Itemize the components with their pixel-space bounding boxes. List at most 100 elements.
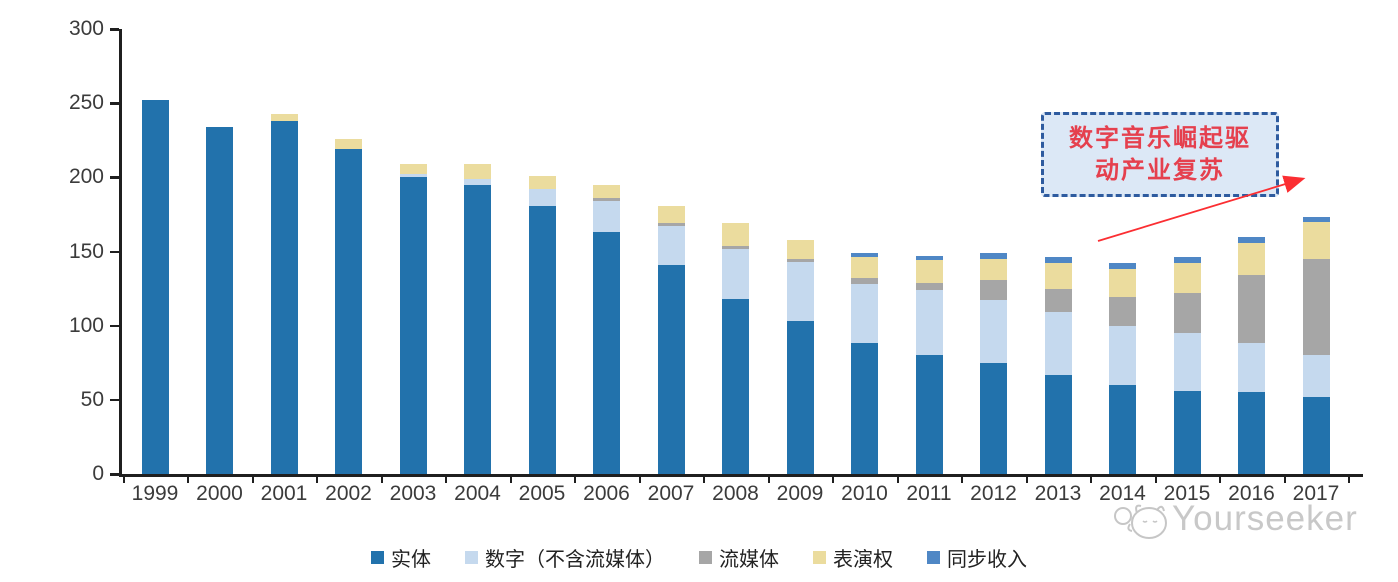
legend-swatch-icon — [813, 551, 826, 564]
bar-segment — [1173, 333, 1201, 391]
legend: 实体 数字（不含流媒体） 流媒体 表演权 同步收入 — [0, 543, 1398, 572]
bar-segment — [593, 232, 620, 474]
bar-segment — [980, 362, 1007, 474]
bar-segment — [1173, 390, 1201, 474]
x-axis-label: 2015 — [1163, 482, 1211, 505]
x-axis-tick — [574, 474, 577, 483]
x-axis-tick — [445, 474, 448, 483]
bar-segment — [1173, 293, 1201, 334]
legend-item: 实体 — [371, 543, 431, 572]
legend-item: 同步收入 — [927, 543, 1027, 572]
y-axis-tick — [110, 473, 119, 476]
bar-segment — [722, 223, 749, 246]
bar-segment — [399, 177, 427, 474]
legend-swatch-icon — [927, 551, 940, 564]
bar-segment — [593, 184, 620, 199]
bar-segment — [1109, 297, 1136, 326]
legend-swatch-icon — [371, 551, 384, 564]
bar-segment — [1173, 263, 1201, 294]
x-axis-label: 2017 — [1292, 482, 1340, 505]
x-axis-label: 2002 — [325, 482, 372, 505]
x-axis-tick — [316, 474, 319, 483]
bar-segment — [1109, 263, 1136, 270]
x-axis-label: 2009 — [776, 482, 824, 505]
x-axis-label: 2001 — [260, 482, 308, 505]
bar-segment — [915, 290, 943, 356]
legend-label: 数字（不含流媒体） — [485, 549, 665, 571]
x-axis-tick — [1025, 474, 1028, 483]
bar-segment — [1302, 217, 1330, 222]
bar-segment — [1302, 396, 1330, 474]
x-axis-tick — [187, 474, 190, 483]
bar-segment — [1044, 374, 1072, 474]
bar-segment — [1238, 275, 1265, 344]
bar-segment — [915, 355, 943, 474]
x-axis-label: 2016 — [1228, 482, 1275, 505]
bar-segment — [335, 138, 362, 150]
bar-segment — [399, 174, 427, 178]
y-axis-label: 50 — [80, 387, 104, 411]
bar-segment — [722, 248, 749, 299]
bar-segment — [464, 178, 491, 185]
bar-segment — [528, 189, 556, 206]
x-axis-label: 2013 — [1034, 482, 1082, 505]
bar-segment — [851, 278, 878, 285]
y-axis-label: 0 — [92, 462, 104, 485]
x-axis-tick — [122, 474, 125, 483]
yourseeker-logo-icon — [1114, 504, 1167, 539]
x-axis-tick — [251, 474, 254, 483]
watermark: Yourseeker — [1110, 496, 1358, 542]
bar-segment — [1302, 355, 1330, 397]
bar-segment — [1302, 258, 1330, 356]
bar-segment — [270, 113, 298, 121]
bar-segment — [1238, 343, 1265, 393]
legend-label: 流媒体 — [719, 549, 779, 571]
x-axis-tick — [1090, 474, 1093, 483]
bar-segment — [1109, 269, 1136, 298]
bar-segment — [980, 252, 1007, 259]
bar-segment — [1109, 325, 1136, 385]
legend-label: 同步收入 — [947, 549, 1027, 571]
y-axis-tick — [110, 176, 119, 179]
x-axis-label: 2004 — [454, 482, 501, 505]
y-axis-label: 100 — [68, 313, 104, 337]
bar-segment — [851, 343, 878, 474]
x-axis-tick — [1154, 474, 1157, 483]
bar-segment — [1044, 312, 1072, 375]
legend-item: 流媒体 — [699, 543, 779, 572]
x-axis-line — [119, 474, 1363, 477]
bar-segment — [915, 255, 943, 261]
y-axis-tick — [110, 28, 119, 31]
annotation-callout: 数字音乐崛起驱 动产业复苏 — [1041, 112, 1279, 197]
y-axis-tick — [110, 324, 119, 328]
x-axis-tick — [1348, 474, 1351, 483]
bar-segment — [786, 321, 814, 474]
x-axis-tick — [509, 474, 512, 483]
bar-segment — [657, 223, 685, 227]
bar-segment — [1109, 385, 1136, 474]
bar-segment — [980, 279, 1007, 301]
x-axis-label: 2007 — [647, 482, 695, 505]
bar-segment — [786, 239, 814, 259]
bar-segment — [593, 201, 620, 233]
y-axis-tick — [110, 398, 119, 402]
x-axis-label: 2012 — [970, 482, 1017, 505]
bar-segment — [528, 175, 556, 190]
x-axis-tick — [380, 474, 383, 483]
bar-segment — [980, 258, 1007, 280]
bar-segment — [141, 100, 169, 474]
bar-segment — [593, 198, 620, 202]
bar-segment — [335, 149, 362, 474]
y-axis-label: 300 — [68, 17, 104, 40]
legend-swatch-icon — [699, 551, 712, 564]
bar-segment — [786, 258, 814, 262]
bar-segment — [915, 260, 943, 283]
x-axis-tick — [703, 474, 706, 483]
bar-segment — [657, 226, 685, 265]
x-axis-tick — [1219, 474, 1222, 483]
legend-label: 表演权 — [833, 549, 893, 571]
bar-segment — [206, 126, 233, 474]
bar-segment — [980, 300, 1007, 363]
bar-segment — [464, 163, 491, 179]
